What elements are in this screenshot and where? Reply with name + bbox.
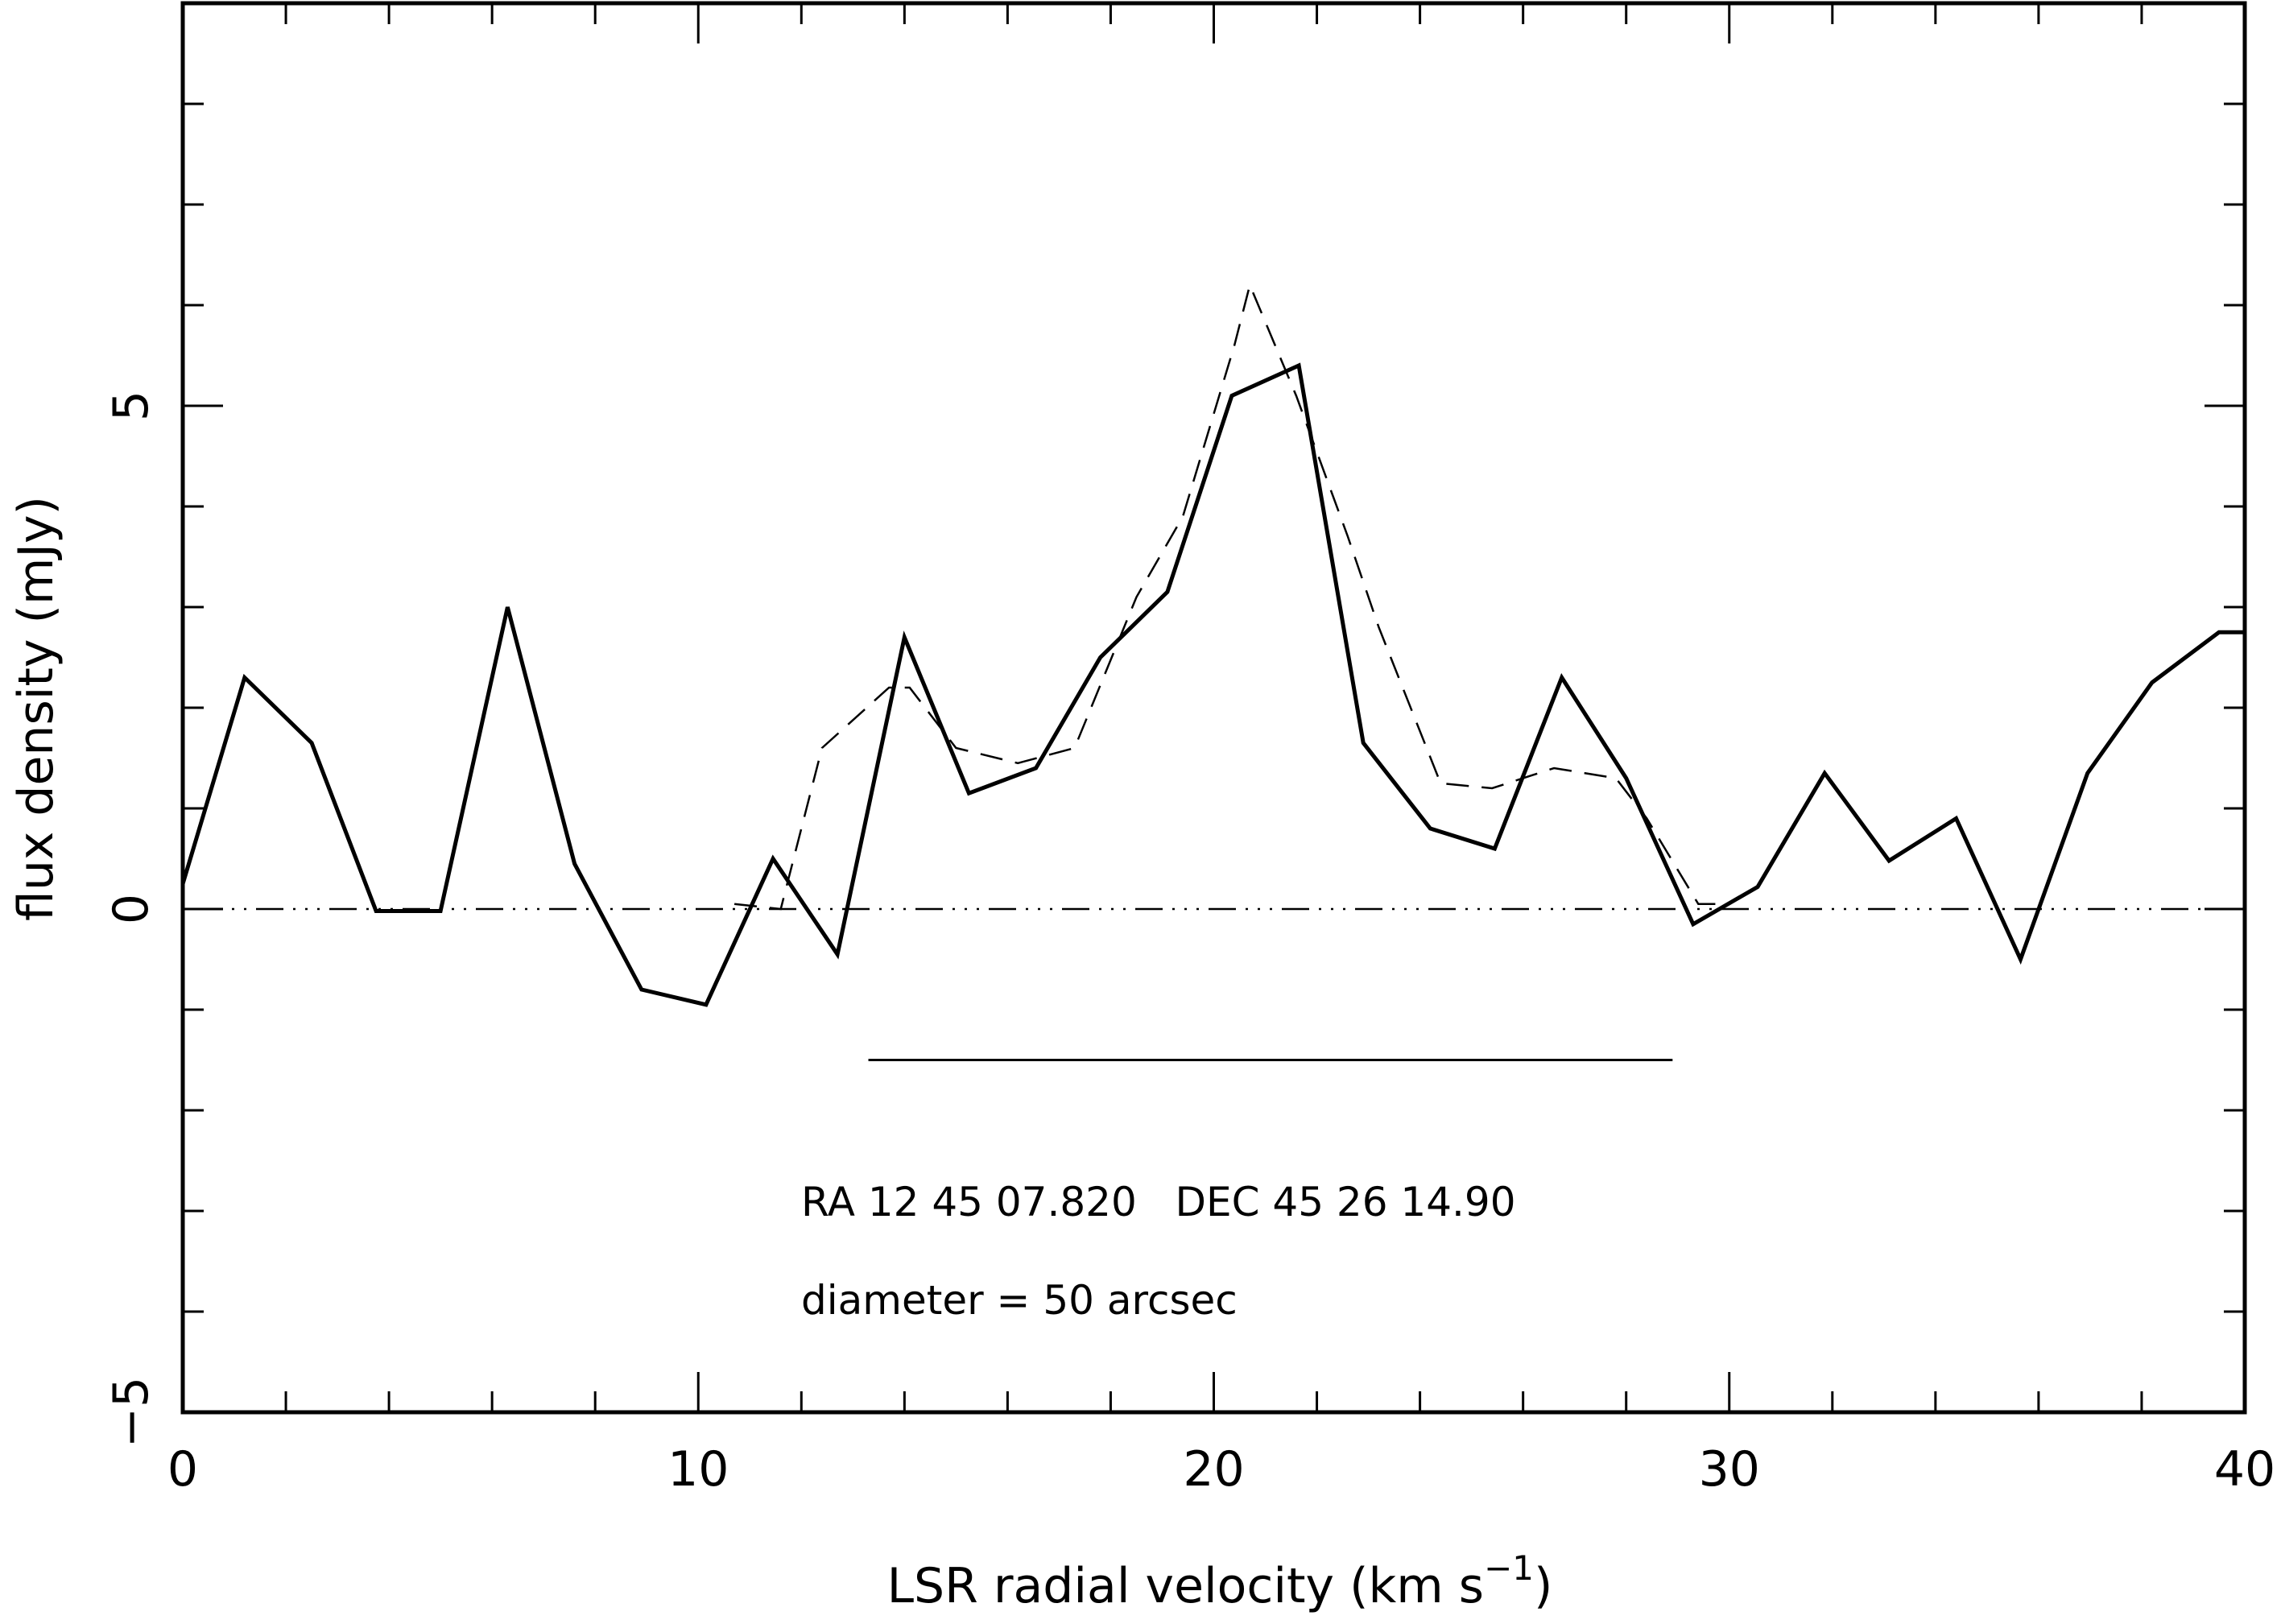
x-axis-label-text: LSR radial velocity (km s (887, 1558, 1484, 1614)
y-tick-label: 5 (103, 391, 159, 421)
x-tick-label: 30 (1699, 1441, 1760, 1498)
y-axis-label: flux density (mJy) (8, 496, 64, 921)
diameter-annotation: diameter = 50 arcsec (801, 1277, 1238, 1324)
x-tick-label: 40 (2214, 1441, 2275, 1498)
plot-area (180, 282, 2245, 1061)
axis-ticks (181, 2, 2246, 1414)
x-tick-label: 20 (1183, 1441, 1244, 1498)
x-tick-label: 0 (167, 1441, 198, 1498)
y-tick-label: 0 (103, 894, 159, 924)
series-line-solid (180, 362, 2245, 1007)
x-axis-label-exponent: −1 (1484, 1548, 1534, 1588)
axis-labels: 0 10 20 30 40−505 (103, 391, 2275, 1498)
y-tick-label: −5 (103, 1377, 159, 1448)
x-tick-label: 10 (667, 1441, 729, 1498)
x-axis-label: LSR radial velocity (km s−1) (887, 1548, 1553, 1614)
x-axis-label-close: ) (1534, 1558, 1552, 1614)
series-line-dashed (733, 282, 1729, 911)
coordinates-annotation: RA 12 45 07.820 DEC 45 26 14.90 (801, 1179, 1516, 1225)
